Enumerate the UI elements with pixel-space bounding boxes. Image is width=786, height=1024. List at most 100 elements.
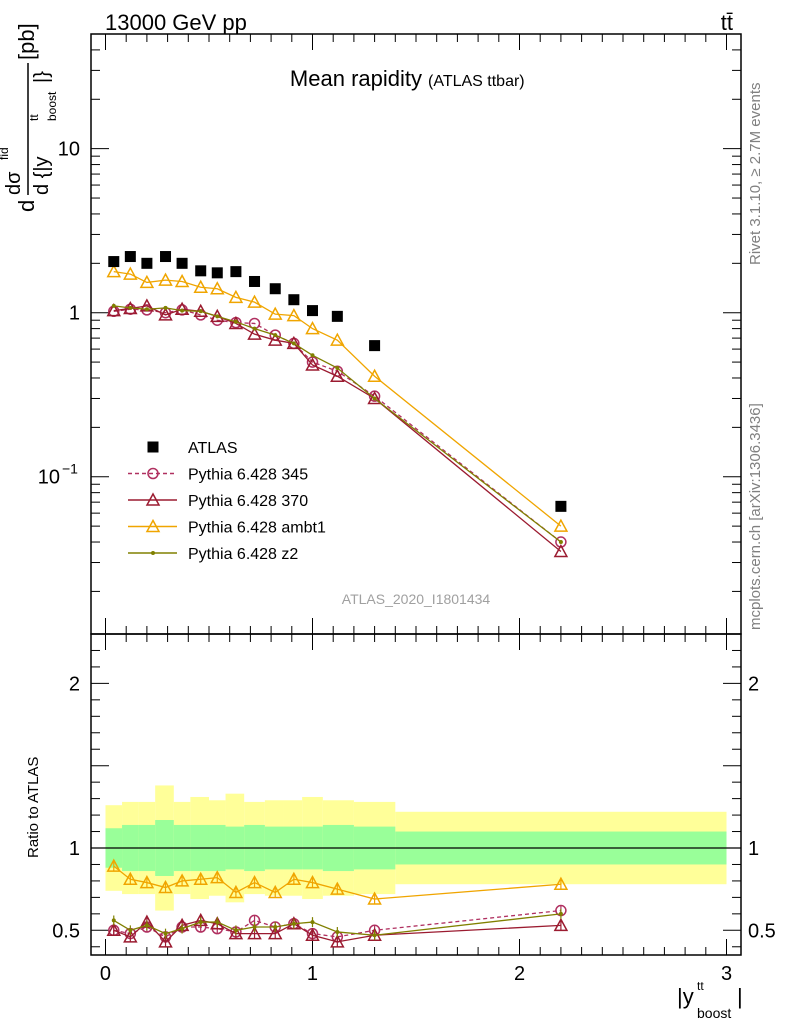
ratio-panel: Ratio to ATLAS |y tt boost |: [25, 757, 743, 1021]
data-point: [286, 871, 302, 886]
data-point: [555, 500, 567, 512]
ratio-y-ticks: 2 2 1 1 0.5 0.5: [52, 649, 776, 948]
header-right-label: tt̄: [721, 10, 733, 35]
data-point: [267, 332, 283, 346]
ratio-y-tick-label-right: 2: [748, 673, 759, 695]
data-point: [211, 267, 223, 279]
x-ticks: 0 1 2 3: [100, 34, 732, 985]
data-point: [141, 257, 153, 269]
legend-item: Pythia 6.428 z2: [128, 546, 298, 563]
data-point: [267, 884, 283, 899]
ratio-y-tick-label-left: 1: [69, 838, 80, 860]
data-point: [160, 251, 172, 263]
data-point: [291, 341, 296, 346]
data-point: [335, 366, 340, 371]
data-point: [108, 256, 120, 268]
data-point: [305, 875, 320, 889]
data-point: [174, 301, 190, 315]
data-point: [139, 875, 155, 889]
data-point: [106, 303, 122, 317]
legend-marker: [145, 492, 161, 506]
data-point: [158, 934, 173, 948]
data-point: [367, 891, 382, 905]
ratio-xlabel-y: |y: [677, 984, 694, 1009]
data-point: [174, 273, 190, 288]
data-point: [286, 335, 302, 350]
data-point: [273, 925, 278, 930]
main-panel: Mean rapidity (ATLAS ttbar) ATLAS_2020_I…: [0, 23, 525, 607]
data-point: [176, 257, 188, 269]
series-line: [113, 270, 562, 527]
data-point: [228, 884, 244, 899]
data-point: [305, 321, 320, 335]
data-point: [286, 308, 302, 322]
data-point: [106, 858, 122, 872]
series-line: [113, 305, 562, 553]
data-point: [111, 918, 116, 923]
main-title: Mean rapidity: [290, 66, 422, 91]
data-point: [106, 264, 122, 278]
rivet-version-label: Rivet 3.1.10, ≥ 2.7M events: [747, 83, 764, 266]
main-y-tick-exponent: −1: [62, 461, 78, 477]
data-point: [558, 911, 563, 916]
ratio-xlabel-sup: tt: [697, 979, 704, 993]
data-point: [372, 396, 377, 401]
ratio-series-pythia-6-428-z2: [111, 908, 563, 941]
data-point: [233, 319, 238, 324]
legend-label: Pythia 6.428 z2: [188, 546, 298, 563]
main-plot-frame: [90, 33, 742, 635]
legend-item: ATLAS: [147, 440, 238, 457]
data-point: [372, 933, 377, 938]
data-point: [228, 289, 244, 304]
data-point: [335, 929, 340, 934]
data-point: [123, 871, 138, 886]
x-tick-label: 3: [721, 963, 732, 985]
legend-label: Pythia 6.428 370: [188, 493, 308, 510]
data-point: [252, 326, 257, 331]
data-point: [233, 928, 238, 933]
data-point: [305, 357, 320, 371]
main-y-tick-label: 1: [69, 303, 80, 325]
data-point: [124, 251, 136, 263]
ratio-ylabel: Ratio to ATLAS: [25, 757, 42, 858]
data-point: [195, 265, 207, 277]
legend: ATLAS Pythia 6.428 345 Pythia 6.428 370 Pyt…: [128, 440, 326, 563]
data-point: [230, 266, 242, 278]
legend-item: Pythia 6.428 ambt1: [128, 518, 326, 537]
series-line: [113, 305, 562, 543]
data-point: [180, 308, 185, 313]
data-point: [553, 876, 569, 890]
data-point: [158, 879, 173, 894]
data-point: [180, 926, 185, 931]
data-point: [553, 543, 569, 558]
legend-label: Pythia 6.428 ambt1: [188, 520, 326, 537]
main-ylabel-num: dσ: [3, 171, 25, 195]
data-point: [128, 928, 133, 933]
data-point: [123, 929, 138, 943]
main-y-tick-label: 10: [38, 467, 60, 489]
main-series-atlas: [108, 251, 567, 512]
data-point: [553, 917, 569, 932]
series-line: [113, 308, 562, 543]
data-point: [158, 272, 173, 286]
data-point: [247, 926, 262, 940]
data-point: [144, 923, 149, 928]
data-point: [198, 309, 203, 314]
data-point: [369, 340, 381, 352]
data-point: [267, 306, 283, 320]
watermark-label: ATLAS_2020_I1801434: [342, 591, 491, 607]
data-point: [174, 873, 190, 887]
data-point: [247, 326, 262, 340]
data-point: [310, 353, 315, 358]
data-point: [193, 871, 208, 886]
main-ylabel-den-sub: boost: [45, 91, 59, 121]
ratio-y-tick-label-right: 0.5: [748, 920, 776, 942]
data-point: [247, 294, 262, 308]
data-point: [305, 927, 320, 941]
data-point: [273, 333, 278, 338]
main-series-pythia-6-428-z2: [111, 303, 563, 545]
data-point: [558, 540, 563, 545]
ratio-y-tick-label-left: 2: [69, 673, 80, 695]
main-ylabel-unit: [pb]: [14, 23, 39, 60]
